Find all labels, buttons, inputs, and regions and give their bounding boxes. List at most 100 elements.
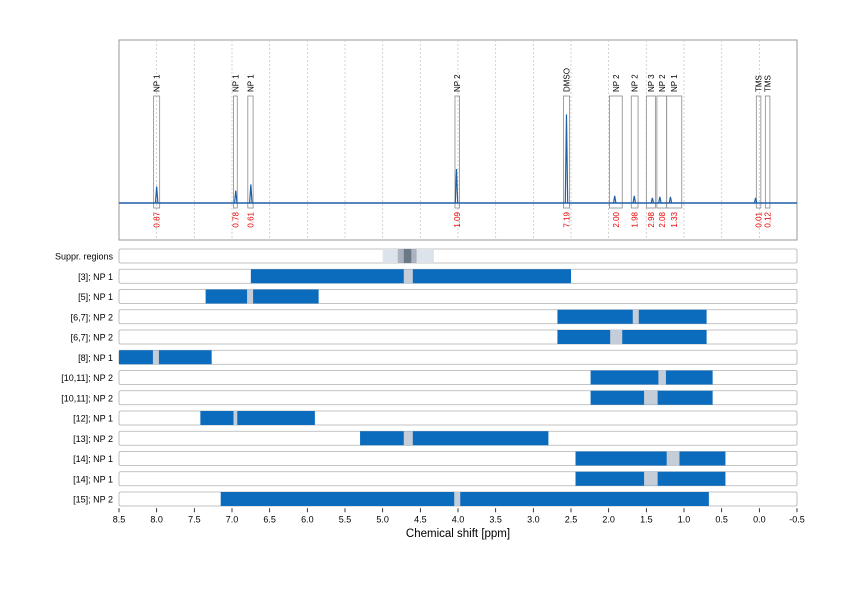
row-label: [10,11]; NP 2 [61,393,113,403]
x-tick-label: -0.5 [789,514,805,524]
spectrum-peak [249,184,253,204]
annotation-box [153,95,161,209]
range-bar [590,370,713,385]
spectrum-peak [668,196,673,204]
x-tick-label: 3.5 [489,514,502,524]
annotation-value: 1.09 [453,211,462,227]
annotation-value: 0.12 [764,211,773,227]
suppr-region-dark [403,249,412,263]
range-bar [557,330,707,344]
range-gap [403,431,413,446]
annotation-label: NP 3 [647,74,656,92]
range-gap [610,330,623,344]
annotation-label: NP 1 [153,74,162,92]
annotation-label: NP 1 [231,74,240,92]
spectrum-peak [650,197,655,204]
range-bar [220,492,709,506]
x-tick-label: 6.0 [301,514,314,524]
range-gap [644,471,658,486]
x-tick-label: 1.0 [678,514,691,524]
annotation-label: NP 2 [612,74,621,92]
range-bar [557,309,707,324]
annotation-box [645,95,656,209]
row-label-suppr: Suppr. regions [55,252,114,262]
annotation-box [630,95,639,209]
x-tick-label: 7.5 [188,514,201,524]
range-gap [247,289,254,304]
range-gap [233,411,238,425]
range-gap [666,451,680,466]
annotation-value: 1.98 [631,211,640,227]
annotation-value: 2.08 [658,211,667,227]
annotation-value: 7.19 [562,211,571,227]
annotation-box [764,95,771,209]
row-track-suppr [118,248,798,264]
annotation-value: 2.00 [612,211,621,227]
annotation-box [233,95,238,209]
annotation-value: 0.61 [246,211,255,227]
x-tick-label: 8.5 [113,514,126,524]
row-label: [3]; NP 1 [78,272,113,282]
annotation-box [454,95,460,209]
range-bar [205,289,319,304]
spectrum-annotations: NP 1 0.87 NP 1 0.78 NP 1 0.61 NP 2 1.09 DMSO 7.19… [153,68,773,228]
spectrum-peak [154,186,159,204]
annotation-label: TMS [764,75,773,92]
x-tick-label: 6.5 [263,514,276,524]
spectrum-peak [612,195,617,204]
row-label: [14]; NP 1 [73,474,113,484]
annotation-label: NP 2 [658,74,667,92]
x-axis: 8.5 8.0 7.5 7.0 6.5 6.0 5.5 5.0 4.5 4.0 3.5 3.0 2.5 2… [113,508,805,524]
range-bar [119,350,212,365]
range-bar [200,411,315,425]
spectrum-peak [658,196,662,204]
range-gap [644,390,658,405]
x-tick-label: 4.5 [414,514,427,524]
spectrum-peaks [154,114,758,204]
spectrum-peak [753,197,758,204]
row-label: [10,11]; NP 2 [61,373,113,383]
annotation-value: 0.78 [231,211,240,227]
range-bar [360,431,549,446]
annotation-box [563,95,570,209]
x-tick-label: 1.5 [640,514,653,524]
annotation-value: 2.98 [647,211,656,227]
row-label: [6,7]; NP 2 [71,312,113,322]
range-gap [454,492,461,506]
row-label: [13]; NP 2 [73,434,113,444]
x-tick-label: 3.0 [527,514,540,524]
x-tick-label: 0.5 [715,514,728,524]
annotation-label: NP 2 [453,74,462,92]
spectrum-peak [564,114,569,204]
range-gap [152,350,159,365]
annotation-label: NP 2 [631,74,640,92]
range-rows: Suppr. regions [3]; NP 1 [5]; NP 1 [6,7]; N… [55,248,798,507]
spectrum-peak [454,168,459,204]
annotation-label: NP 1 [670,74,679,92]
x-axis-label: Chemical shift [ppm] [406,528,510,540]
row-track [118,349,798,365]
row-label: [12]; NP 1 [73,414,113,424]
range-gap [658,370,666,385]
spectrum-peak [632,195,637,204]
row-label: [14]; NP 1 [73,454,113,464]
annotation-label: NP 1 [246,74,255,92]
annotation-label: TMS [755,75,764,92]
annotation-box [247,95,254,209]
spectrum-peak [233,190,238,204]
row-label: [6,7]; NP 2 [71,333,113,343]
row-label: [8]; NP 1 [78,353,113,363]
x-tick-label: 8.0 [150,514,163,524]
range-gap [403,269,413,284]
x-tick-label: 5.0 [376,514,389,524]
annotation-value: 0.87 [153,211,162,227]
row-label: [15]; NP 2 [73,495,113,505]
x-tick-label: 2.0 [602,514,615,524]
x-tick-label: 5.5 [339,514,352,524]
annotation-box [755,95,762,209]
x-tick-label: 0.0 [753,514,766,524]
annotation-value: 1.33 [670,211,679,227]
range-bar [575,451,726,466]
row-label: [5]; NP 1 [78,292,113,302]
